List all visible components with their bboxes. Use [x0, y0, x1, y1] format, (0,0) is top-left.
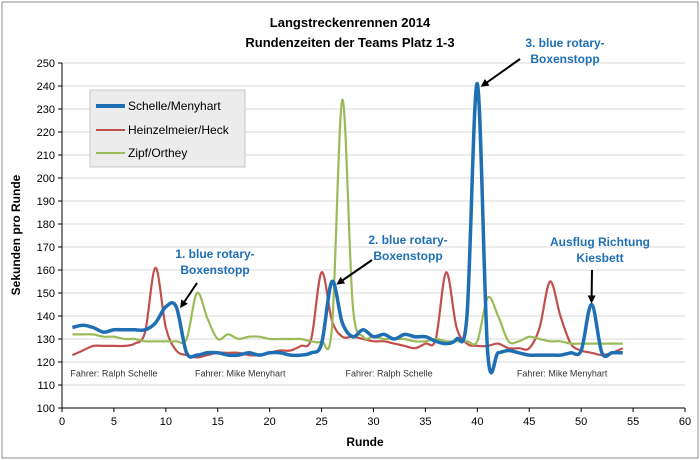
chart-subtitle: Rundenzeiten der Teams Platz 1-3: [245, 35, 454, 50]
driver-label-1: Fahrer: Mike Menyhart: [195, 369, 286, 379]
driver-labels: Fahrer: Ralph Schelle Fahrer: Mike Menyha…: [70, 369, 608, 379]
annotation-1-line2: Boxenstopp: [373, 249, 442, 263]
annotation-1-line1: 2. blue rotary-: [368, 233, 447, 247]
y-tick-labels: 100 110 120 130 140 150 160 170 180 190 200 210 220 2…: [37, 58, 55, 415]
x-tick-label-40: 40: [471, 416, 483, 428]
annotation-0-line1: 1. blue rotary-: [175, 247, 254, 261]
x-axis-title: Runde: [346, 435, 384, 449]
y-tick-label-190: 190: [37, 196, 55, 208]
driver-label-0: Fahrer: Ralph Schelle: [70, 369, 157, 379]
axes: [58, 62, 686, 412]
y-tick-label-150: 150: [37, 288, 55, 300]
y-tick-label-200: 200: [37, 173, 55, 185]
legend: Schelle/Menyhart Heinzelmeier/Heck Zipf/…: [89, 89, 246, 168]
annotation-0-line2: Boxenstopp: [180, 263, 249, 277]
driver-label-2: Fahrer: Ralph Schelle: [346, 369, 433, 379]
y-tick-label-140: 140: [37, 311, 55, 323]
y-tick-label-210: 210: [37, 150, 55, 162]
x-tick-label-10: 10: [160, 416, 172, 428]
legend-box: [89, 89, 246, 168]
series-line-zipf-orthey: [72, 98, 623, 351]
y-tick-label-160: 160: [37, 265, 55, 277]
y-tick-label-220: 220: [37, 127, 55, 139]
x-tick-label-5: 5: [111, 416, 117, 428]
y-tick-label-170: 170: [37, 242, 55, 254]
series-line-schelle-menyhart: [71, 81, 623, 375]
annotations: 1. blue rotary- Boxenstopp 2. blue rotary-…: [175, 36, 650, 309]
legend-label-schelle-menyhart: Schelle/Menyhart: [128, 99, 221, 113]
y-tick-label-250: 250: [37, 58, 55, 70]
y-tick-label-130: 130: [37, 334, 55, 346]
annotation-2-line2: Boxenstopp: [530, 52, 599, 66]
y-tick-label-180: 180: [37, 219, 55, 231]
y-tick-label-120: 120: [37, 357, 55, 369]
data-series: [71, 81, 624, 375]
series-line-heinzelmeier-heck: [71, 266, 624, 359]
chart-title: Langstreckenrennen 2014: [270, 15, 431, 30]
annotation-arrow-2: [480, 58, 521, 87]
x-tick-label-30: 30: [367, 416, 379, 428]
annotation-arrow-0: [180, 282, 198, 309]
legend-label-heinzelmeier-heck: Heinzelmeier/Heck: [128, 123, 230, 137]
x-tick-label-15: 15: [212, 416, 224, 428]
driver-label-3: Fahrer: Mike Menyhart: [517, 369, 608, 379]
y-tick-label-240: 240: [37, 81, 55, 93]
y-tick-label-100: 100: [37, 403, 55, 415]
x-tick-label-35: 35: [419, 416, 431, 428]
x-tick-label-0: 0: [59, 416, 65, 428]
y-tick-label-110: 110: [37, 380, 55, 392]
x-tick-label-50: 50: [575, 416, 587, 428]
x-tick-label-60: 60: [679, 416, 691, 428]
y-tick-label-230: 230: [37, 104, 55, 116]
annotation-arrow-1: [336, 259, 373, 285]
x-tick-label-20: 20: [264, 416, 276, 428]
x-tick-label-55: 55: [627, 416, 639, 428]
legend-label-zipf-orthey: Zipf/Orthey: [128, 146, 187, 160]
x-tick-label-25: 25: [315, 416, 327, 428]
y-axis-title: Sekunden pro Runde: [9, 174, 23, 295]
annotation-3-line1: Ausflug Richtung: [550, 235, 650, 249]
annotation-2-line1: 3. blue rotary-: [525, 36, 604, 50]
x-tick-label-45: 45: [523, 416, 535, 428]
x-tick-labels: 0 5 10 15 20 25 30 35 40 45 50 55 60: [59, 416, 691, 428]
annotation-3-line2: Kiesbett: [576, 251, 623, 265]
